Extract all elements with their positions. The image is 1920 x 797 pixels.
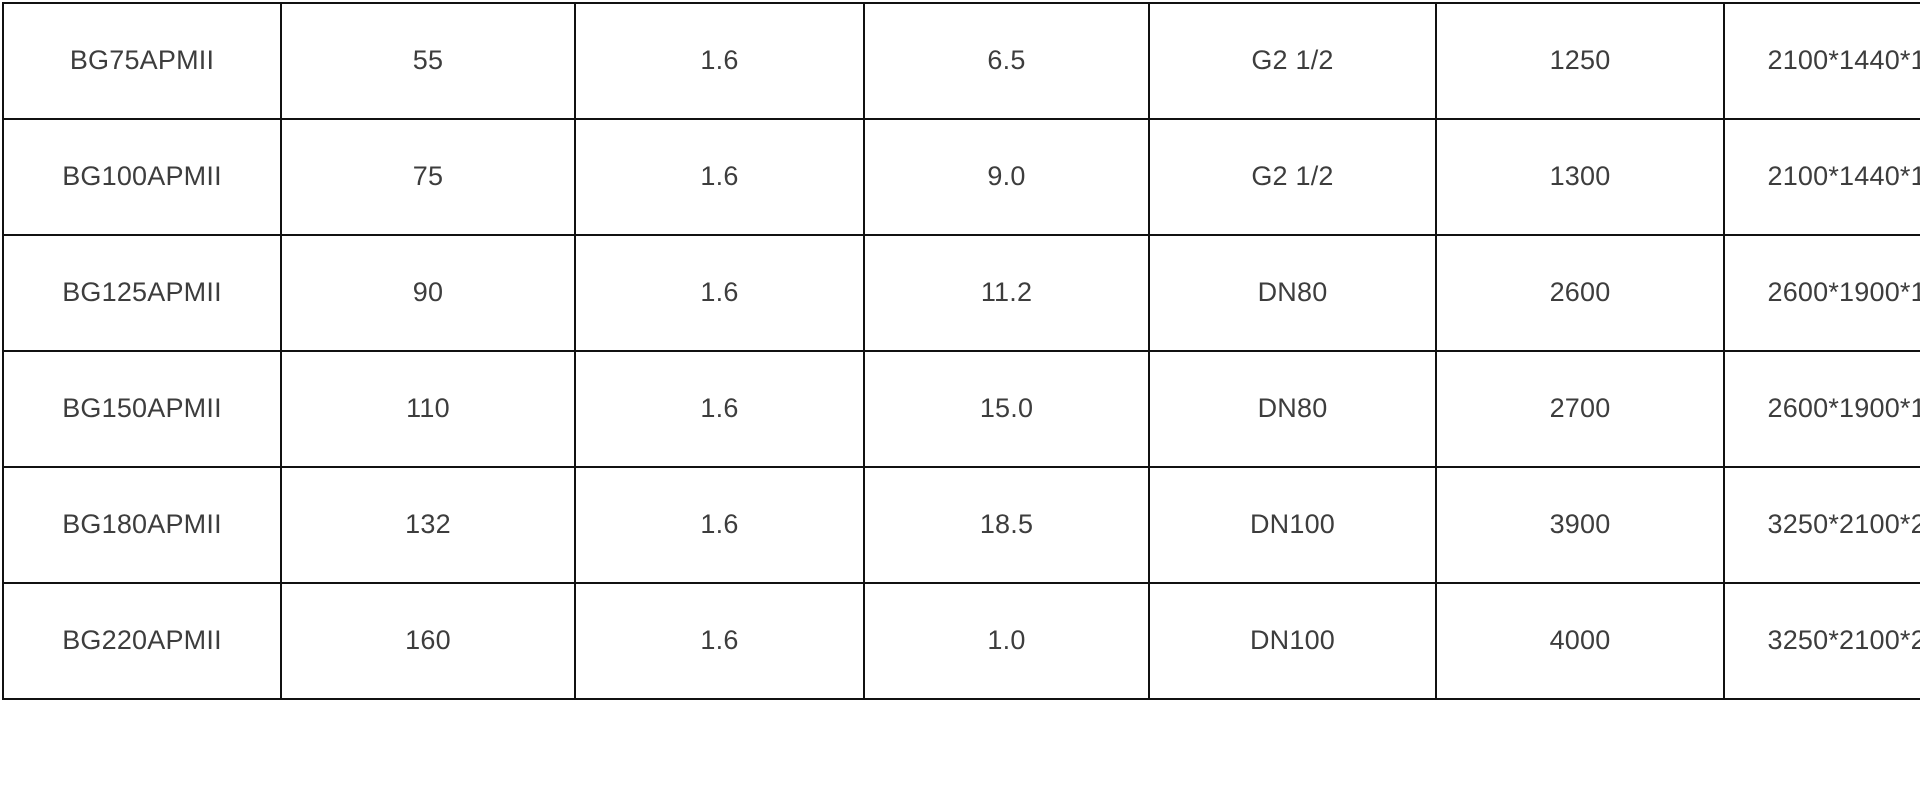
cell-dimensions: 2600*1900*1890 [1723,234,1920,352]
cell-pressure: 1.6 [574,350,865,468]
cell-outlet: DN80 [1148,350,1437,468]
cell-flow: 18.5 [863,466,1150,584]
cell-model: BG100APMII [2,118,282,236]
cell-pressure: 1.6 [574,2,865,120]
cell-pressure: 1.6 [574,118,865,236]
cell-weight: 1250 [1435,2,1725,120]
cell-power: 90 [280,234,576,352]
cell-dimensions: 3250*2100*2200 [1723,582,1920,700]
cell-outlet: DN100 [1148,582,1437,700]
cell-power: 132 [280,466,576,584]
table-row: BG180APMII 132 1.6 18.5 DN100 3900 3250*2100*2… [2,466,1920,584]
table-row: BG125APMII901.611.2DN8026002600*1900*189… [2,234,1920,352]
cell-weight: 4000 [1435,582,1725,700]
cell-pressure: 1.6 [574,582,865,700]
cell-dimensions: 3250*2100*2200 [1723,466,1920,584]
cell-model: BG75APMII [2,2,282,120]
cell-model: BG150APMII [2,350,282,468]
cell-flow: 15.0 [863,350,1150,468]
cell-power: 55 [280,2,576,120]
cell-weight: 1300 [1435,118,1725,236]
cell-power: 160 [280,582,576,700]
cell-outlet: G2 1/2 [1148,2,1437,120]
cell-flow: 11.2 [863,234,1150,352]
cell-dimensions: 2100*1440*1650 [1723,2,1920,120]
table-row: BG220APMII1601.61.0DN10040003250*2100*22… [2,582,1920,700]
cell-weight: 2700 [1435,350,1725,468]
cell-dimensions: 2100*1440*1650 [1723,118,1920,236]
cell-power: 110 [280,350,576,468]
cell-flow: 1.0 [863,582,1150,700]
cell-dimensions: 2600*1900*1890 [1723,350,1920,468]
cell-flow: 6.5 [863,2,1150,120]
table-row: BG150APMII1101.615.0DN8027002600*1900*18… [2,350,1920,468]
cell-outlet: DN100 [1148,466,1437,584]
cell-weight: 2600 [1435,234,1725,352]
cell-weight: 3900 [1435,466,1725,584]
cell-model: BG220APMII [2,582,282,700]
cell-model: BG125APMII [2,234,282,352]
cell-pressure: 1.6 [574,234,865,352]
cell-power: 75 [280,118,576,236]
cell-model: BG180APMII [2,466,282,584]
cell-outlet: G2 1/2 [1148,118,1437,236]
cell-flow: 9.0 [863,118,1150,236]
cell-outlet: DN80 [1148,234,1437,352]
cell-pressure: 1.6 [574,466,865,584]
